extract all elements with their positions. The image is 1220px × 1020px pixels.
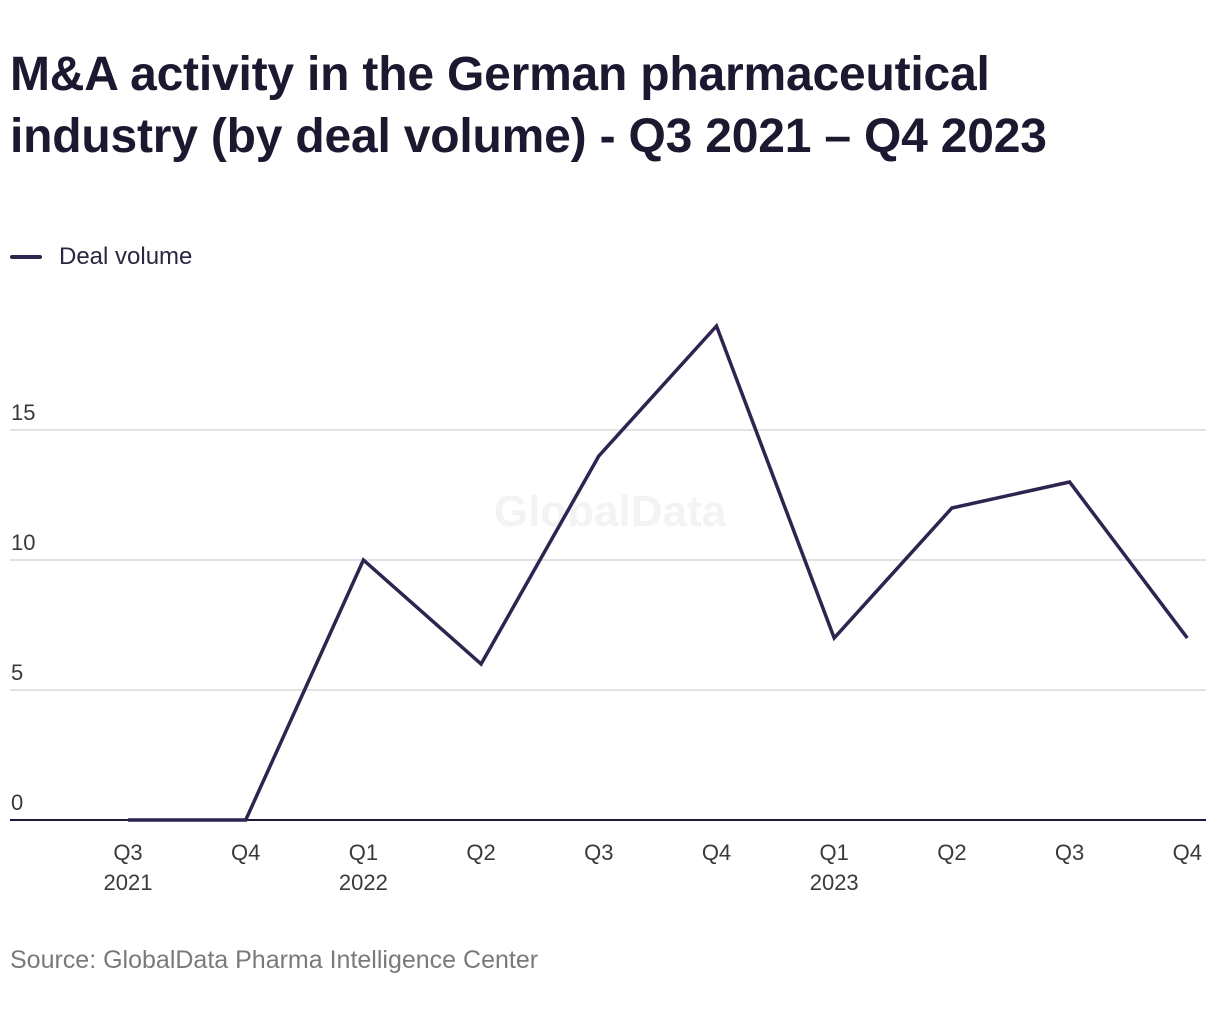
legend-label: Deal volume [59, 243, 193, 270]
x-tick-label: Q3 [1055, 840, 1084, 865]
watermark: GlobalData [494, 487, 727, 536]
x-tick-label: Q2 [937, 840, 966, 865]
y-tick-label: 15 [11, 400, 35, 425]
x-tick-label: Q4 [1173, 840, 1202, 865]
x-tick-label: Q1 [820, 840, 849, 865]
x-tick-label: Q2 [466, 840, 495, 865]
chart-title: M&A activity in the German pharmaceutica… [10, 48, 1047, 163]
legend: Deal volume [10, 241, 192, 273]
line-chart: GlobalData 0 5 10 15 Q3 2021 Q4 Q1 2022 Q2 Q3 Q4 Q1 20… [10, 322, 1206, 895]
y-tick-label: 5 [11, 660, 23, 685]
x-tick-label: Q4 [702, 840, 731, 865]
legend-swatch [10, 255, 42, 259]
y-tick-label: 10 [11, 530, 35, 555]
x-tick-label: 2023 [810, 870, 859, 895]
x-tick-label: Q3 [113, 840, 142, 865]
x-tick-label: 2021 [104, 870, 153, 895]
x-tick-label: Q4 [231, 840, 260, 865]
series-line-deal-volume [128, 322, 1189, 822]
source-note: Source: GlobalData Pharma Intelligence C… [10, 946, 539, 974]
x-tick-label: Q1 [349, 840, 378, 865]
x-tick-label: Q3 [584, 840, 613, 865]
x-tick-label: 2022 [339, 870, 388, 895]
y-tick-label: 0 [11, 790, 23, 815]
